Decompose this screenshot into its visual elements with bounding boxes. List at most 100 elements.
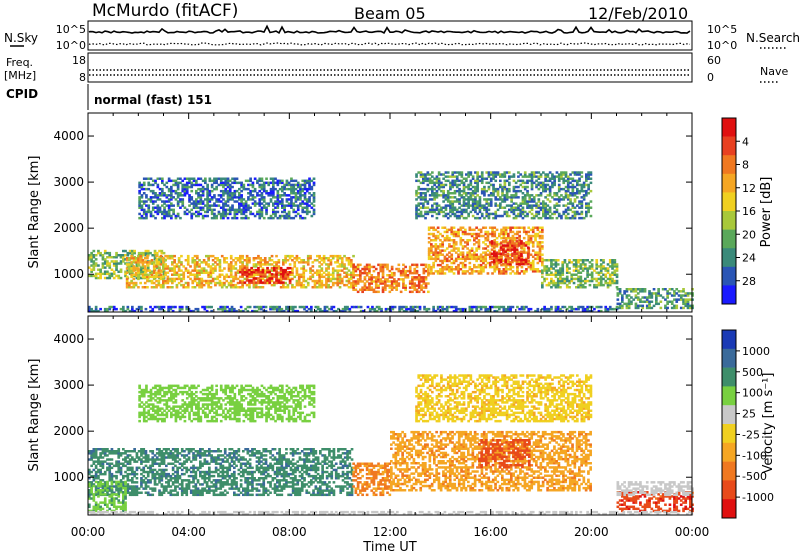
power-cell [312,198,316,201]
power-cell [171,263,174,266]
power-cell [575,267,578,270]
power-cell [424,192,427,195]
power-cell [409,305,413,309]
power-cell [424,284,428,287]
power-cell [442,173,445,176]
power-cell [302,273,306,276]
power-cell [434,234,438,238]
power-cell [146,275,149,279]
power-cell [520,246,523,249]
power-cell [468,268,472,271]
power-cell [535,206,538,209]
power-cell [499,258,503,262]
power-cell [483,216,486,220]
power-cell [197,183,200,187]
power-cell [632,298,636,301]
power-cell [491,234,494,238]
power-cell [670,288,674,291]
power-cell [532,175,536,178]
power-cell [484,309,488,313]
power-cell [551,177,554,180]
power-cell [228,189,232,193]
power-cell [181,179,185,183]
power-cell [573,179,577,183]
power-cell [138,202,141,205]
power-cell [140,185,144,189]
power-cell [277,261,281,264]
power-cell [436,245,440,248]
power-cell [173,277,176,281]
power-cell [308,198,311,201]
power-cell [174,198,178,201]
power-cell [417,280,421,283]
power-cell [475,255,478,259]
power-cell [569,216,572,220]
power-cell [422,187,425,191]
power-cell [636,296,640,299]
power-cell [436,226,440,229]
power-cell [177,259,181,262]
power-cell [535,204,538,207]
power-cell [128,259,131,262]
power-cell [402,305,406,309]
power-cell [306,283,310,287]
power-cell [210,309,213,313]
power-cell [522,230,526,234]
power-cell [611,259,614,262]
power-cell [519,183,523,187]
power-cell [489,204,493,207]
power-cell [176,194,180,197]
power-cell [182,273,186,276]
power-cell [466,270,469,273]
power-cell [508,177,511,180]
power-cell [537,210,541,214]
power-cell [281,181,284,185]
power-cell [431,194,434,197]
power-cell [556,283,560,287]
power-cell [517,179,520,183]
power-cell [355,305,358,309]
power-cell [426,189,430,193]
power-cell [411,271,414,275]
power-cell [440,208,443,212]
power-cell [417,274,421,277]
power-cell [453,200,457,203]
power-cell [480,175,484,178]
power-cell [415,198,418,201]
power-cell [257,266,260,270]
power-cell [222,183,225,187]
power-cell [526,194,529,197]
power-cell [504,309,508,313]
power-cell [415,271,419,275]
power-cell [198,265,201,268]
power-cell [168,279,172,283]
power-cell [590,265,594,268]
power-cell [577,269,580,272]
power-cell [426,210,430,214]
power-cell [270,266,274,270]
power-cell [299,204,302,207]
power-cell [550,265,553,268]
power-cell [373,309,377,313]
power-cell [523,194,527,197]
power-cell [108,264,112,267]
power-cell [467,187,470,191]
power-cell [589,181,593,185]
power-cell [495,241,499,244]
power-cell [542,200,545,203]
power-cell [290,216,293,220]
power-cell [132,265,136,268]
power-cell [464,265,467,269]
power-cell [384,282,387,285]
power-cell [248,257,251,260]
power-cell [568,281,571,285]
power-cell [570,273,574,276]
power-cell [606,309,610,313]
power-cell [299,192,302,195]
power-cell [613,271,617,274]
power-cell [520,240,523,243]
power-cell [650,300,654,303]
power-cell [245,261,249,264]
power-cell [115,266,118,269]
power-cell [531,263,535,267]
